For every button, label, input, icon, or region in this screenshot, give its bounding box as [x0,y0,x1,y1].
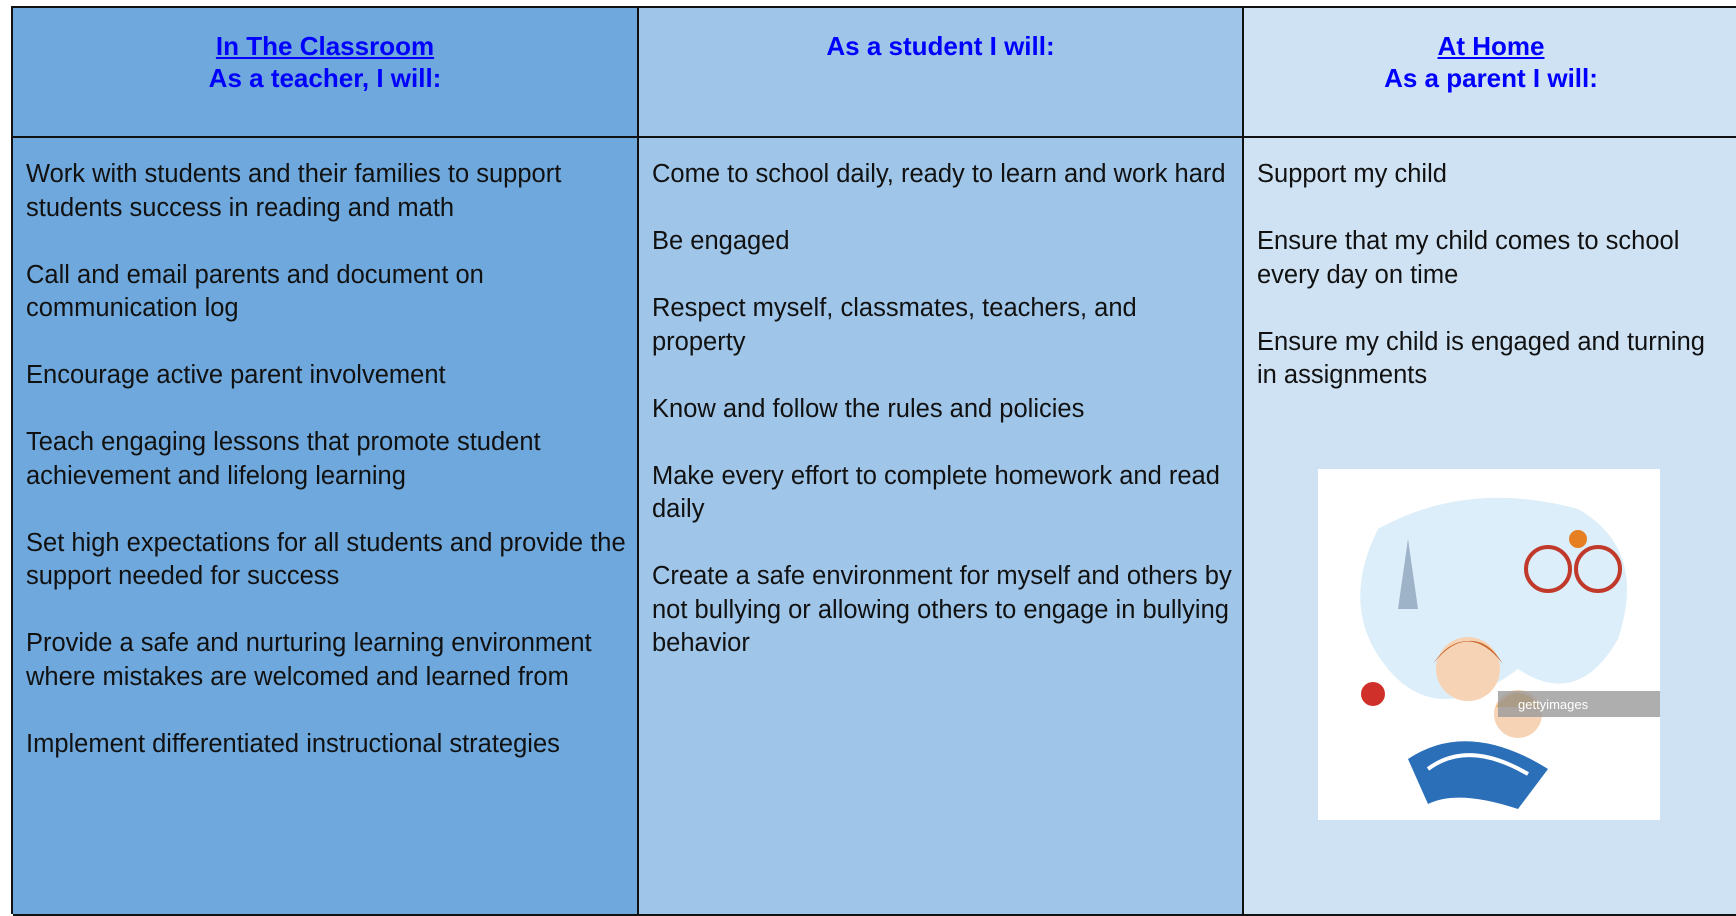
item: Respect myself, classmates, teachers, an… [652,294,1137,356]
item: Support my child [1257,160,1447,188]
body-cell: Work with students and their families to… [13,138,639,916]
item: Teach engaging lessons that promote stud… [26,428,541,490]
bike-wheel [1574,545,1622,593]
item: Encourage active parent involvement [26,361,446,389]
item: Set high expectations for all students a… [26,528,626,591]
heading-subtitle: As a student I will: [826,31,1055,61]
item: Know and follow the rules and policies [652,394,1085,423]
watermark-band [1498,691,1660,717]
item: Implement differentiated instructional s… [26,729,560,758]
heading-link[interactable]: At Home [1437,31,1545,61]
item: Call and email parents and document on c… [26,260,484,323]
item: Provide a safe and nurturing learning en… [26,629,592,691]
apple [1361,682,1385,706]
girl-face [1436,637,1500,701]
heading-subtitle: As a teacher, I will: [208,63,442,93]
heading-link[interactable]: In The Classroom [215,31,435,61]
item: Ensure that my child comes to school eve… [1257,227,1680,289]
cloud [1360,497,1627,699]
header-cell: At Home As a parent I will: [1244,8,1736,138]
header-cell: As a student I will: [639,8,1244,138]
item: Be engaged [652,227,790,255]
book-page [1426,753,1530,776]
girl-hair [1433,640,1503,664]
ball [1569,530,1587,548]
item: Work with students and their families to… [26,160,562,222]
illustration: gettyimages [1318,469,1660,820]
body-cell: Come to school daily, ready to learn and… [639,138,1244,916]
bike-wheel [1524,545,1572,593]
heading-subtitle: As a parent I will: [1384,63,1598,93]
watermark: gettyimages [1518,697,1589,712]
item: Create a safe environment for myself and… [652,562,1232,657]
item: Come to school daily, ready to learn and… [652,160,1226,188]
rocket [1398,539,1418,609]
header-cell: In The Classroom As a teacher, I will: [13,8,639,138]
item: Ensure my child is engaged and turning i… [1257,327,1705,390]
item: Make every effort to complete homework a… [652,461,1220,524]
